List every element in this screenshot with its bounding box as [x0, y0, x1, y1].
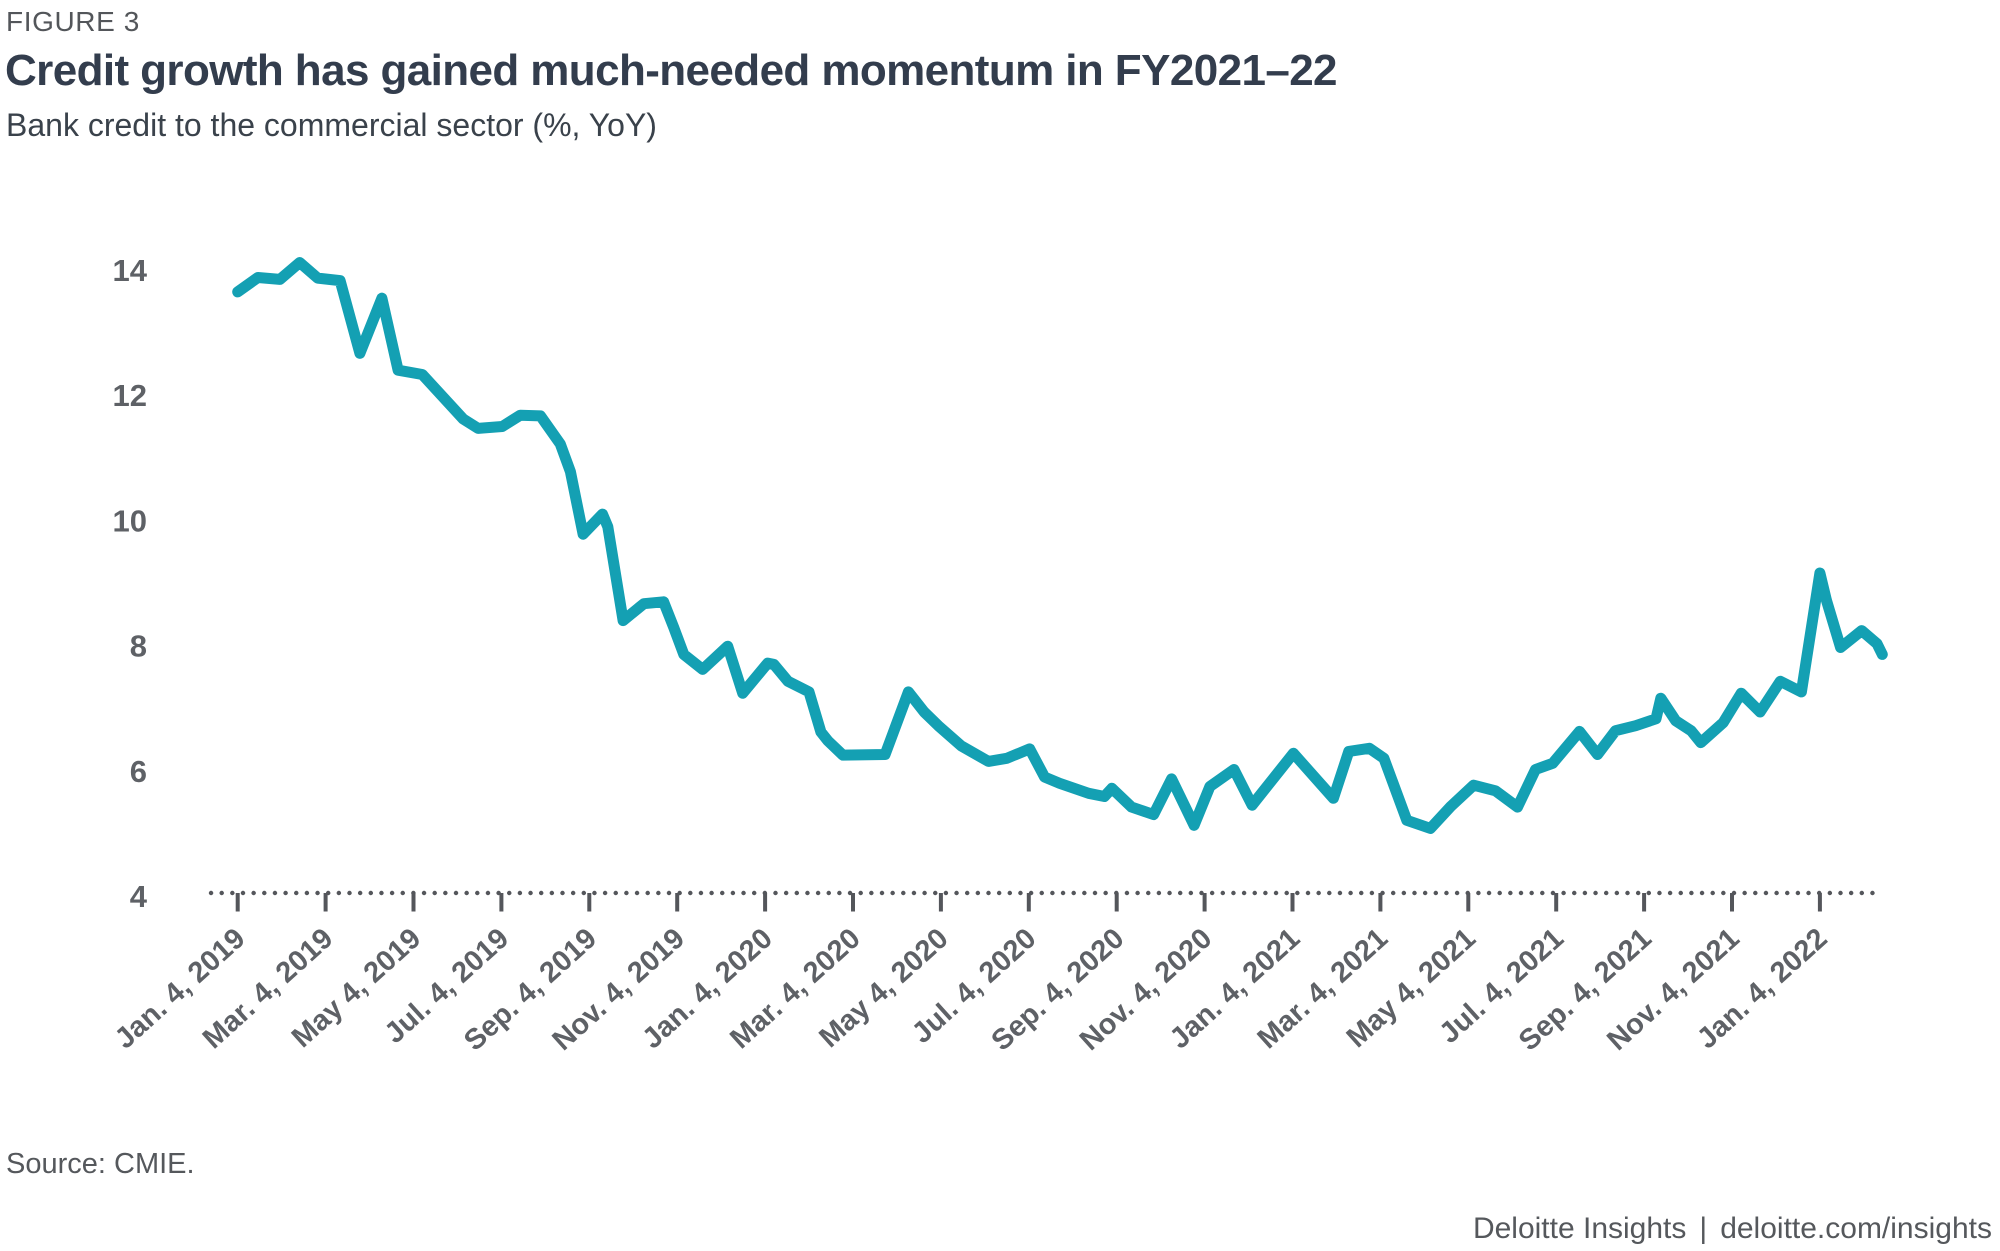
series-line-bank-credit — [232, 257, 1888, 834]
figure-subtitle: Bank credit to the commercial sector (%,… — [6, 107, 657, 143]
figure-label: FIGURE 3 — [6, 6, 140, 37]
y-axis-tick-label: 10 — [113, 503, 147, 538]
y-axis-tick-label: 6 — [130, 754, 147, 789]
footer-brand: Deloitte Insights — [1472, 1212, 1687, 1245]
y-axis-tick-label: 4 — [130, 879, 148, 914]
footer-url: deloitte.com/insights — [1720, 1212, 1992, 1245]
y-axis-tick-label: 12 — [113, 378, 147, 413]
y-axis: 14 12 10 8 6 4 — [113, 253, 148, 914]
footer-separator: | — [1699, 1212, 1708, 1245]
source-note: Source: CMIE. — [6, 1148, 195, 1180]
footer: Deloitte Insights | deloitte.com/insights — [1473, 1212, 1992, 1246]
y-axis-tick-label: 14 — [113, 253, 148, 288]
figure-title: Credit growth has gained much-needed mom… — [5, 46, 1338, 95]
y-axis-tick-label: 8 — [130, 629, 147, 664]
